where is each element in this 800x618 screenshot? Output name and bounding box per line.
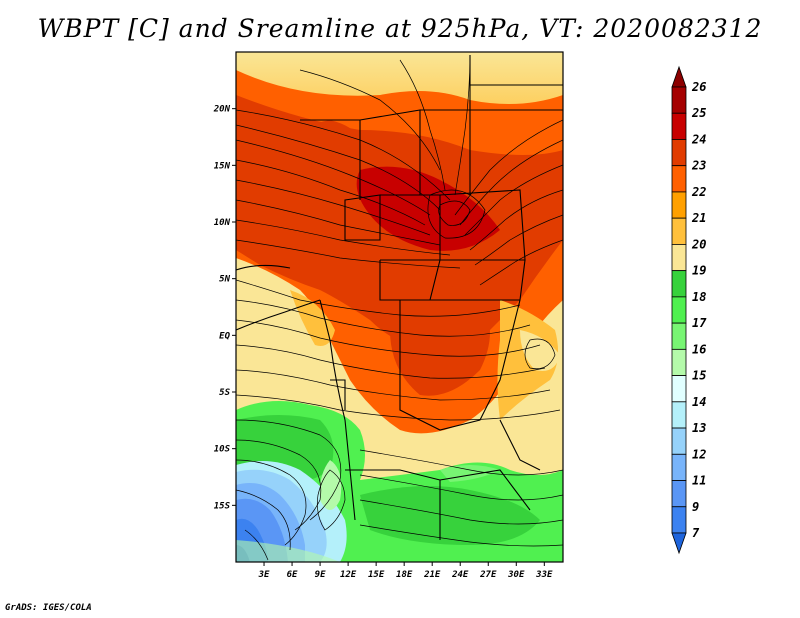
x-tick-label: 12E: [340, 570, 357, 580]
colorbar-label: 25: [691, 106, 706, 120]
y-tick-label: EQ: [219, 331, 230, 341]
colorbar-swatch: [671, 270, 687, 298]
colorbar-swatch: [671, 191, 687, 219]
map-frame: [235, 51, 564, 563]
colorbar-swatch: [671, 112, 687, 140]
colorbar-arrow-top: [671, 65, 687, 88]
x-tick-label: 9E: [315, 570, 326, 580]
colorbar-label: 9: [692, 500, 699, 514]
y-tick-label: 15S: [214, 501, 231, 511]
x-tick-label: 30E: [507, 570, 525, 580]
colorbar-label: 21: [691, 211, 706, 225]
y-tick-label: 10N: [214, 218, 231, 228]
colorbar-label: 17: [692, 316, 707, 330]
country-borders: [236, 55, 563, 540]
colorbar-label: 19: [692, 264, 706, 278]
colorbar-swatch: [671, 480, 687, 508]
colorbar-label: 12: [692, 447, 706, 461]
x-tick-label: 21E: [423, 570, 441, 580]
colorbar-arrow-bottom: [671, 532, 687, 555]
x-tick-label: 6E: [287, 570, 298, 580]
colorbar-swatch: [671, 86, 687, 114]
colorbar-swatch: [671, 506, 687, 534]
colorbar-label: 15: [692, 369, 706, 383]
colorbar-label: 7: [692, 526, 700, 540]
colorbar-label: 11: [692, 474, 706, 488]
colorbar-label: 20: [691, 237, 706, 251]
colorbar-swatch: [671, 375, 687, 403]
y-tick-label: 20N: [213, 105, 231, 115]
y-tick-label: 5S: [219, 388, 230, 398]
map-title: WBPT [C] and Sreamline at 925hPa, VT: 20…: [37, 14, 763, 43]
colorbar-label: 14: [692, 395, 706, 409]
colorbar-swatch: [671, 217, 687, 245]
colorbar-swatch: [671, 296, 687, 324]
y-tick-label: 5N: [219, 275, 230, 285]
colorbar-label: 26: [691, 80, 706, 94]
colorbar-swatch: [671, 427, 687, 455]
colorbar-swatch: [671, 322, 687, 350]
x-tick-label: 27E: [479, 570, 497, 580]
colorbar-label: 22: [691, 185, 706, 199]
colorbar-label: 13: [692, 421, 706, 435]
y-axis: 20N 15N 10N 5N EQ 5S 10S 15S: [213, 105, 236, 511]
x-tick-label: 18E: [396, 570, 413, 580]
colorbar-swatch: [671, 401, 687, 429]
colorbar-label: 16: [692, 342, 706, 356]
colorbar: 26 25 24 23 22 21 20 19 18 17 16 15 14 13 12 11 9 7: [671, 65, 707, 555]
colorbar-swatch: [671, 139, 687, 167]
y-tick-label: 15N: [214, 161, 231, 171]
x-tick-label: 3E: [258, 570, 270, 580]
x-tick-label: 15E: [368, 570, 385, 580]
grads-credit: GrADS: IGES/COLA: [5, 603, 92, 613]
x-tick-label: 24E: [451, 570, 469, 580]
colorbar-label: 24: [691, 132, 706, 146]
colorbar-swatch: [671, 453, 687, 481]
x-tick-label: 33E: [535, 570, 553, 580]
colorbar-label: 18: [692, 290, 706, 304]
y-tick-label: 10S: [214, 445, 231, 455]
colorbar-swatch: [671, 348, 687, 376]
colorbar-swatch: [671, 244, 687, 272]
colorbar-swatch: [671, 165, 687, 193]
x-axis: 3E 6E 9E 12E 15E 18E 21E 24E 27E 30E 33E: [258, 562, 553, 580]
colorbar-label: 23: [691, 159, 706, 173]
